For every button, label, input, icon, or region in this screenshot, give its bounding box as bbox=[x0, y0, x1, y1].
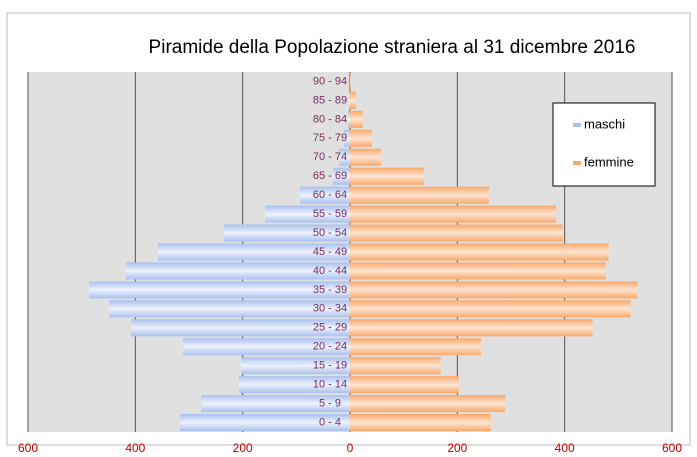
bar bbox=[350, 414, 492, 432]
bar bbox=[350, 186, 489, 204]
y-tick-label: 60 - 64 bbox=[313, 189, 347, 201]
y-tick-label: 40 - 44 bbox=[313, 265, 347, 277]
bar bbox=[332, 167, 350, 185]
x-tick-label: 400 bbox=[125, 441, 145, 455]
bar bbox=[350, 376, 459, 394]
bar bbox=[300, 186, 350, 204]
x-tick-label: 0 bbox=[347, 441, 354, 455]
bar bbox=[238, 376, 350, 394]
bar bbox=[350, 243, 609, 261]
bar bbox=[350, 205, 557, 223]
y-tick-label: 0 - 4 bbox=[319, 416, 341, 428]
y-tick-label: 45 - 49 bbox=[313, 246, 347, 258]
bar bbox=[183, 338, 350, 356]
bar bbox=[350, 148, 382, 166]
bar bbox=[265, 205, 350, 223]
bar bbox=[350, 129, 373, 147]
y-tick-label: 5 - 9 bbox=[319, 397, 341, 409]
x-tick-label: 600 bbox=[18, 441, 38, 455]
y-tick-label: 90 - 94 bbox=[313, 75, 347, 87]
chart-title: Piramide della Popolazione straniera al … bbox=[149, 37, 636, 58]
y-tick-label: 85 - 89 bbox=[313, 94, 347, 106]
bar bbox=[350, 72, 352, 90]
bar bbox=[350, 357, 441, 375]
bar bbox=[347, 110, 350, 128]
bar bbox=[350, 224, 564, 242]
y-tick-label: 80 - 84 bbox=[313, 113, 347, 125]
y-tick-label: 30 - 34 bbox=[313, 303, 347, 315]
x-tick-label: 600 bbox=[662, 441, 682, 455]
legend-label: femmine bbox=[584, 154, 634, 169]
bar bbox=[344, 129, 350, 147]
bar bbox=[157, 243, 350, 261]
legend-label: maschi bbox=[584, 116, 625, 131]
bar bbox=[131, 319, 350, 337]
bar bbox=[109, 300, 350, 318]
y-tick-label: 70 - 74 bbox=[313, 151, 347, 163]
bar bbox=[350, 110, 363, 128]
x-tick-label: 400 bbox=[555, 441, 575, 455]
x-tick-label: 200 bbox=[447, 441, 467, 455]
y-tick-label: 55 - 59 bbox=[313, 208, 347, 220]
bar bbox=[126, 262, 351, 280]
bar bbox=[241, 357, 350, 375]
bar bbox=[350, 319, 593, 337]
bar bbox=[89, 281, 351, 299]
bar bbox=[348, 91, 350, 109]
x-tick-label: 200 bbox=[233, 441, 253, 455]
bar bbox=[350, 262, 606, 280]
bar bbox=[339, 148, 350, 166]
y-tick-label: 15 - 19 bbox=[313, 360, 347, 372]
bar bbox=[350, 167, 425, 185]
y-tick-label: 10 - 14 bbox=[313, 379, 347, 391]
bar bbox=[350, 338, 481, 356]
bar bbox=[223, 224, 350, 242]
legend-swatch bbox=[573, 161, 581, 165]
bar bbox=[350, 395, 506, 413]
legend-box bbox=[552, 102, 656, 187]
y-tick-label: 65 - 69 bbox=[313, 170, 347, 182]
bar bbox=[201, 395, 350, 413]
y-tick-label: 35 - 39 bbox=[313, 284, 347, 296]
y-tick-label: 50 - 54 bbox=[313, 227, 347, 239]
bar bbox=[350, 300, 631, 318]
bar bbox=[350, 281, 638, 299]
y-tick-label: 20 - 24 bbox=[313, 341, 347, 353]
bar bbox=[179, 414, 350, 432]
y-tick-label: 25 - 29 bbox=[313, 322, 347, 334]
legend-swatch bbox=[573, 123, 581, 127]
y-tick-label: 75 - 79 bbox=[313, 132, 347, 144]
bar bbox=[350, 91, 356, 109]
